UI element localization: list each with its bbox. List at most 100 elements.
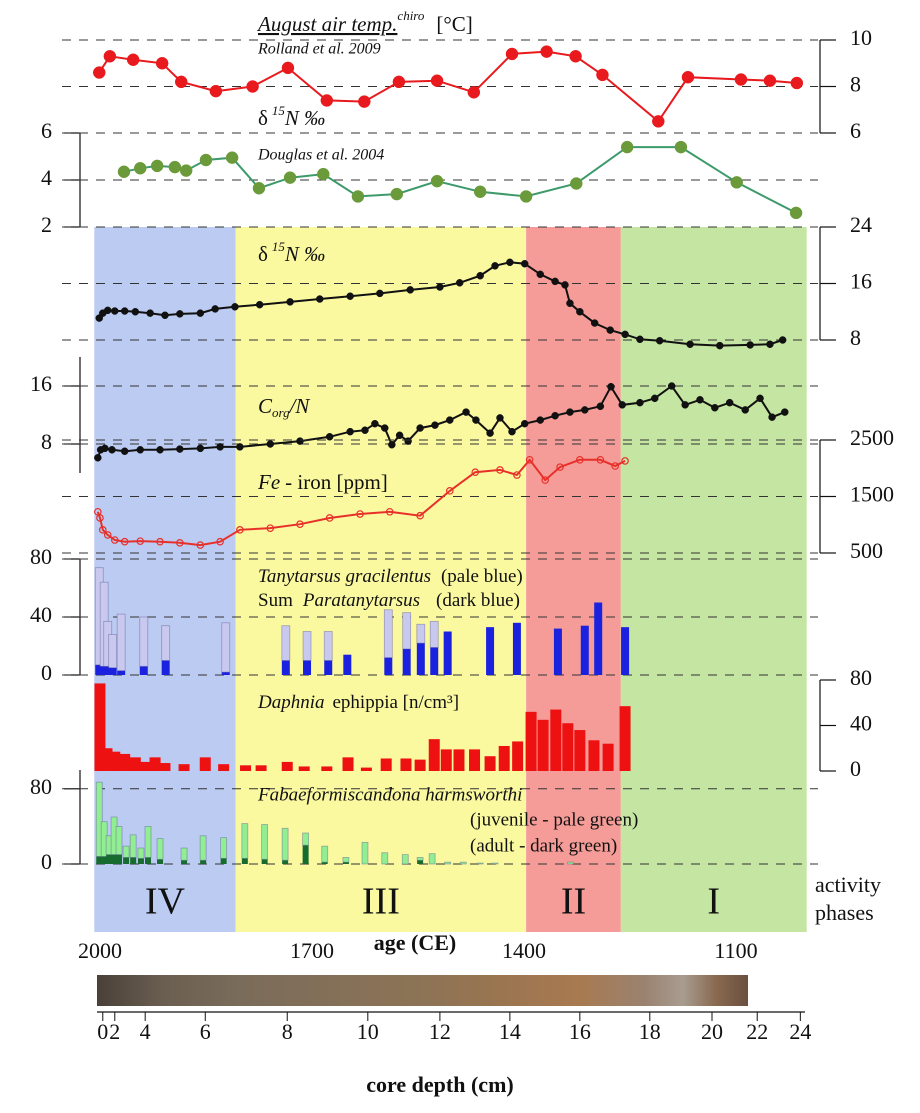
title-part: - iron [ppm] — [285, 470, 388, 494]
data-point — [551, 411, 559, 420]
bar-segment — [220, 858, 227, 864]
data-point — [176, 310, 184, 318]
data-point — [520, 419, 529, 428]
data-point — [581, 406, 589, 414]
data-point — [607, 382, 615, 391]
bar-segment — [96, 856, 103, 864]
data-point — [711, 404, 719, 412]
y-tick-label: 40 — [30, 602, 52, 627]
depth-tick-label: 8 — [282, 1019, 293, 1044]
data-point — [778, 336, 787, 344]
data-point — [98, 526, 107, 534]
bar-segment — [106, 854, 113, 864]
data-point — [361, 426, 369, 434]
data-point — [103, 531, 112, 539]
data-point — [505, 47, 519, 61]
bar-segment — [553, 628, 562, 675]
depth-tick-label: 12 — [429, 1019, 451, 1044]
data-point — [566, 299, 574, 308]
data-point — [611, 462, 619, 470]
title-sup: chiro — [397, 8, 424, 23]
title-part: δ — [258, 242, 268, 266]
legend-text: Tanytarsus gracilentus — [258, 566, 431, 587]
bar — [537, 719, 549, 771]
bar-segment — [221, 622, 231, 673]
data-point — [286, 298, 294, 306]
y-tick-label: 16 — [850, 269, 872, 294]
bar — [94, 683, 106, 771]
depth-tick-label: 20 — [701, 1019, 723, 1044]
data-point — [155, 57, 169, 70]
data-point — [266, 440, 275, 448]
panel-title: Corg/N — [258, 394, 310, 420]
data-point — [196, 309, 205, 317]
depth-tick-label: 16 — [569, 1019, 591, 1044]
bar — [512, 741, 524, 771]
bar-segment — [323, 631, 333, 661]
data-point — [496, 414, 504, 422]
data-point — [176, 539, 184, 547]
legend-text: Paratanytarsus — [302, 590, 420, 611]
data-point — [506, 258, 514, 267]
panel-title: δ 15N ‰ — [258, 239, 325, 266]
bar — [321, 766, 333, 771]
depth-axis-title: core depth (cm) — [366, 1072, 513, 1097]
data-point — [768, 413, 776, 421]
y-tick-label: 1500 — [850, 482, 894, 507]
legend-text: (dark blue) — [436, 590, 520, 611]
bar-segment — [111, 854, 118, 864]
data-point — [416, 424, 424, 432]
bar — [119, 753, 131, 771]
data-point — [156, 537, 164, 546]
data-point — [606, 326, 614, 334]
title-part: ephippia [n/cm³] — [333, 692, 460, 713]
data-point — [725, 398, 734, 407]
y-tick-label: 6 — [850, 118, 861, 143]
data-point — [621, 457, 629, 465]
title-sup: 15 — [272, 239, 286, 254]
data-point — [620, 140, 634, 154]
legend-line: (juvenile - pale green) — [470, 809, 638, 830]
title-part: Daphnia — [257, 692, 325, 713]
bar-segment — [486, 627, 495, 675]
data-point — [231, 303, 239, 311]
legend-text: (pale blue) — [441, 566, 523, 587]
bar-segment — [137, 847, 145, 859]
data-point — [120, 307, 129, 315]
bar-segment — [302, 631, 312, 661]
bar-segment — [241, 823, 249, 859]
data-point — [540, 45, 553, 58]
phase-label: IV — [145, 881, 186, 923]
legend-line: Sum Paratanytarsus (dark blue) — [258, 590, 520, 611]
phase-axis-label: activity — [815, 872, 881, 897]
series-line — [98, 50, 797, 123]
bar-segment — [416, 857, 424, 861]
data-point — [225, 151, 239, 164]
bar-segment — [512, 622, 521, 675]
data-point — [404, 437, 412, 445]
data-point — [211, 305, 219, 313]
data-point — [133, 162, 147, 175]
bar-segment — [281, 625, 291, 661]
data-point — [120, 447, 129, 455]
bar-segment — [476, 862, 484, 865]
data-point — [416, 511, 424, 520]
data-point — [325, 433, 334, 441]
data-point — [756, 394, 764, 403]
data-point — [431, 421, 439, 429]
data-point — [652, 115, 665, 128]
bar-segment — [180, 847, 188, 861]
bar-segment — [103, 666, 112, 675]
phase-layer: IV III II I — [94, 227, 807, 932]
panel-subtitle: Douglas et al. 2004 — [257, 147, 384, 164]
bar — [129, 757, 141, 771]
x-tick-label: 1700 — [290, 938, 334, 963]
bar — [414, 759, 426, 771]
data-point — [103, 50, 117, 63]
y-tick-label: 2 — [41, 212, 52, 237]
data-point — [406, 286, 414, 294]
data-point — [681, 70, 695, 84]
depth-tick-label: 14 — [499, 1019, 521, 1044]
data-point — [596, 402, 605, 411]
bar-segment — [137, 858, 144, 864]
